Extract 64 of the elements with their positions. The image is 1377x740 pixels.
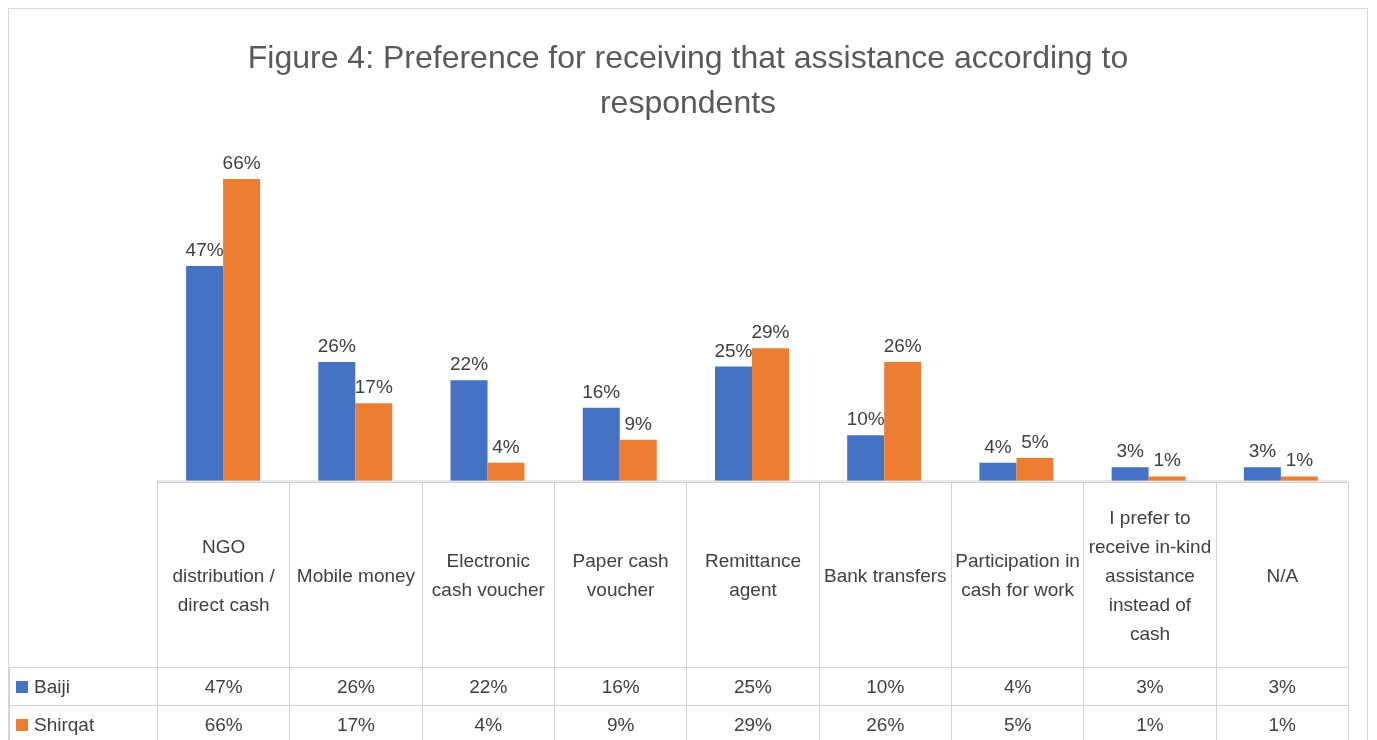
text: 25% xyxy=(714,339,753,361)
text: 5% xyxy=(1021,431,1049,453)
bar xyxy=(619,439,657,481)
text: 16% xyxy=(582,380,621,402)
data-label: 4% xyxy=(951,667,1084,706)
data-label: 16% xyxy=(554,667,687,706)
x-tick-label: Participation in cash for work xyxy=(951,482,1084,668)
x-tick-label: Paper cash voucher xyxy=(554,482,687,668)
data-label: 26% xyxy=(289,667,423,706)
data-label: 3% xyxy=(1216,667,1349,706)
data-label: 3% xyxy=(1083,667,1217,706)
bar xyxy=(318,362,356,481)
text: 9% xyxy=(624,412,652,434)
x-tick-label: Electronic cash voucher xyxy=(422,482,555,668)
text: 47% xyxy=(185,238,224,260)
text: 29% xyxy=(751,321,790,343)
bar xyxy=(884,362,922,481)
x-tick-label: NGO distribution / direct cash xyxy=(157,482,290,668)
x-tick-label: N/A xyxy=(1216,482,1349,668)
text: 4% xyxy=(984,435,1012,457)
bar xyxy=(1243,467,1281,481)
bar xyxy=(714,366,752,481)
legend-label: Baiji xyxy=(9,667,158,706)
text: 4% xyxy=(492,435,520,457)
x-tick-label: Remittance agent xyxy=(686,482,820,668)
x-tick-label: I prefer to receive in-kind assistance instead of cash xyxy=(1083,482,1217,668)
text: 1% xyxy=(1285,449,1314,471)
chart-title: Figure 4: Preference for receiving that assistance according to respondents xyxy=(246,38,1130,122)
x-tick-label: Bank transfers xyxy=(819,482,952,668)
text: 26% xyxy=(317,335,356,357)
legend-label: Shirqat xyxy=(9,705,158,740)
text: 10% xyxy=(846,408,885,430)
bar xyxy=(487,462,525,481)
data-label: 1% xyxy=(1216,705,1349,740)
bar xyxy=(223,179,261,481)
data-label: 17% xyxy=(289,705,423,740)
data-label: 66% xyxy=(157,705,290,740)
bar xyxy=(1111,467,1149,481)
bar xyxy=(355,403,393,481)
text: 26% xyxy=(883,335,922,357)
data-label: 26% xyxy=(819,705,952,740)
data-label: 9% xyxy=(554,705,687,740)
text: 3% xyxy=(1248,440,1277,462)
data-label: 4% xyxy=(422,705,555,740)
bar xyxy=(582,407,620,481)
bar xyxy=(186,265,224,481)
data-label: 1% xyxy=(1083,705,1217,740)
text: 66% xyxy=(222,152,261,173)
text: 3% xyxy=(1116,440,1144,462)
bar xyxy=(1016,458,1054,481)
bar xyxy=(450,380,488,481)
x-tick-label: Mobile money xyxy=(289,482,423,668)
data-label: 5% xyxy=(951,705,1084,740)
data-label: 47% xyxy=(157,667,290,706)
bar xyxy=(751,348,789,481)
data-label: 22% xyxy=(422,667,555,706)
text: 1% xyxy=(1153,449,1181,471)
data-label: 10% xyxy=(819,667,952,706)
bar xyxy=(979,462,1017,481)
data-label: 25% xyxy=(686,667,820,706)
bar xyxy=(847,435,885,481)
text: 17% xyxy=(354,376,393,398)
text: 22% xyxy=(450,353,489,375)
data-label: 29% xyxy=(686,705,820,740)
